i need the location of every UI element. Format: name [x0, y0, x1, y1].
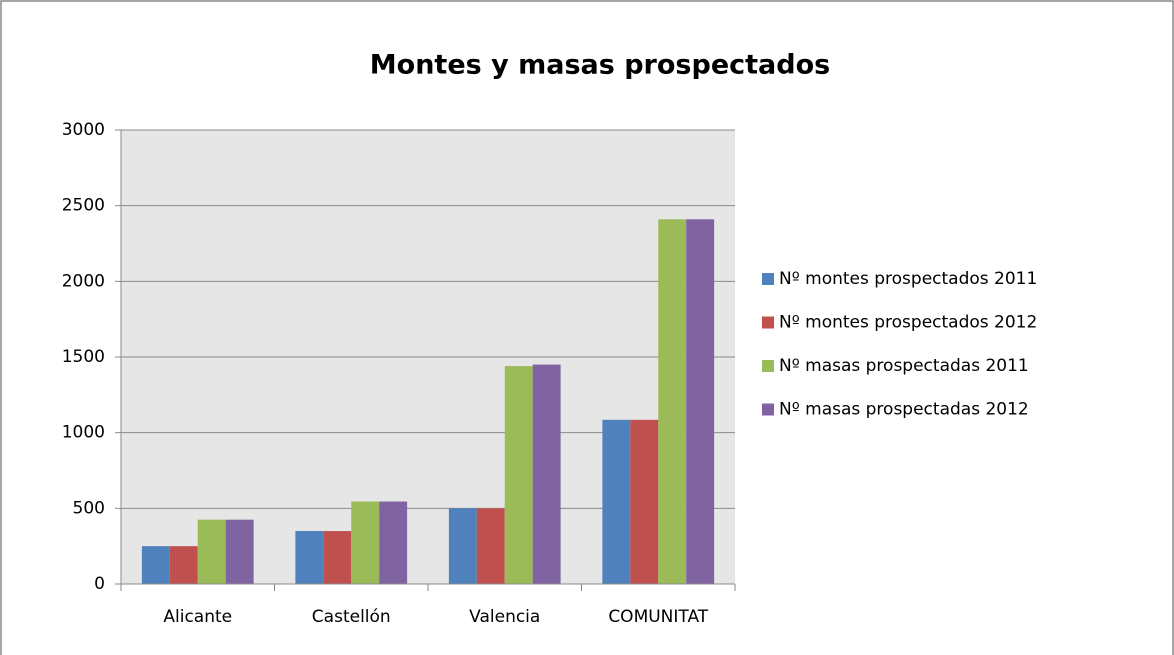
y-tick-label: 1000	[62, 423, 105, 443]
bar	[323, 531, 352, 584]
bar	[351, 501, 380, 584]
bar	[602, 419, 631, 584]
x-tick-label: Valencia	[469, 607, 540, 627]
legend-label: Nº masas prospectadas 2011	[779, 356, 1029, 376]
y-tick-label: 2500	[62, 196, 105, 216]
bar	[532, 364, 561, 584]
x-tick-label: Alicante	[163, 607, 232, 627]
legend-swatch	[762, 273, 774, 285]
bar	[141, 546, 170, 584]
legend-label: Nº masas prospectadas 2012	[779, 400, 1029, 420]
bar	[379, 501, 408, 584]
x-tick-label: Castellón	[312, 607, 391, 627]
bar	[686, 219, 715, 584]
bar	[169, 546, 198, 584]
bar	[295, 531, 324, 584]
legend-swatch	[762, 403, 774, 416]
legend-swatch	[762, 316, 774, 329]
y-tick-label: 3000	[62, 120, 105, 140]
y-tick-label: 1500	[62, 347, 105, 367]
bar	[225, 519, 254, 584]
y-tick-label: 2000	[62, 271, 105, 291]
bar	[448, 508, 477, 584]
bar	[476, 508, 505, 584]
legend-swatch	[762, 360, 774, 372]
x-tick-label: COMUNITAT	[608, 607, 708, 627]
legend-label: Nº montes prospectados 2011	[779, 269, 1037, 289]
y-tick-label: 500	[73, 498, 105, 518]
bar	[504, 366, 533, 584]
bar	[630, 419, 659, 584]
legend-label: Nº montes prospectados 2012	[779, 313, 1037, 333]
bar	[197, 519, 226, 584]
bar	[658, 219, 687, 584]
y-tick-label: 0	[94, 574, 105, 594]
chart-title: Montes y masas prospectados	[370, 50, 830, 81]
